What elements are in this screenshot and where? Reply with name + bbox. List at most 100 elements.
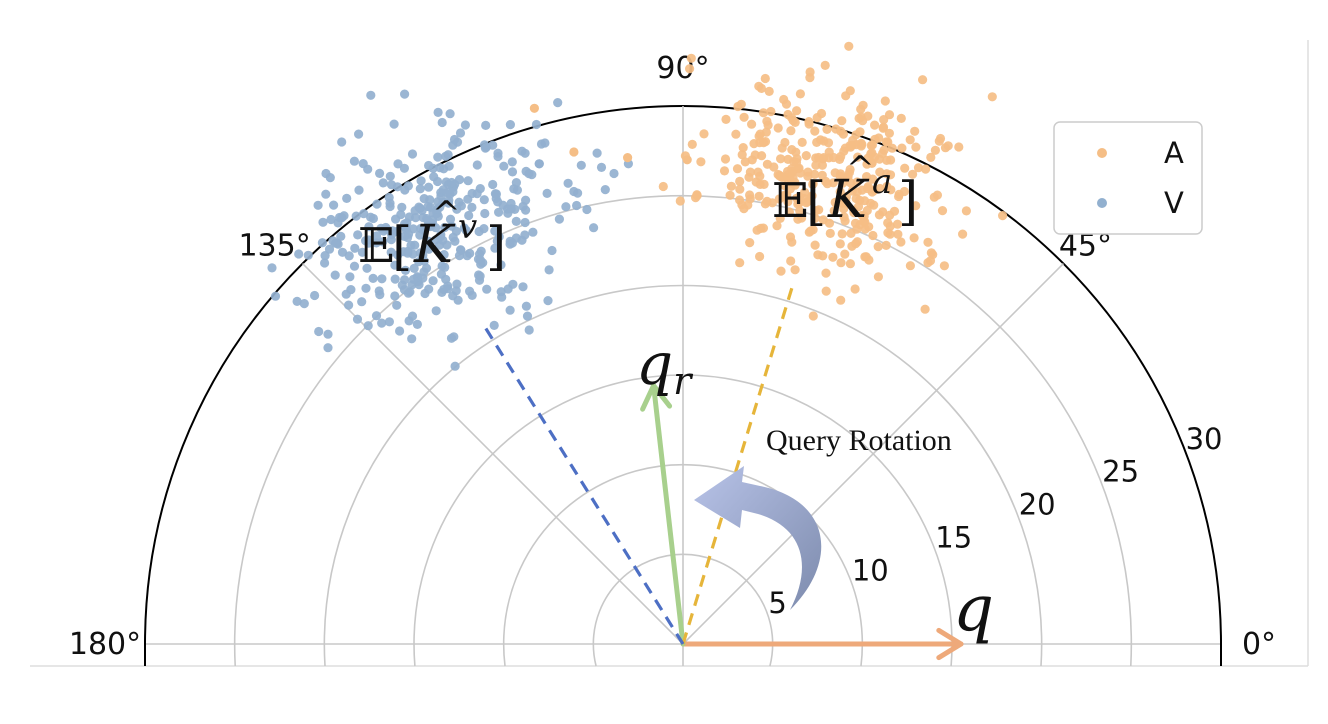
- r-grid-arc-tail-right: [769, 643, 774, 667]
- scatter-point-v: [399, 231, 409, 241]
- scatter-point-a: [675, 196, 685, 206]
- scatter-point-v: [375, 290, 385, 300]
- scatter-point-v: [582, 204, 592, 215]
- scatter-point-a: [772, 221, 782, 231]
- scatter-point-v: [359, 209, 369, 219]
- scatter-point-a: [856, 104, 866, 114]
- scatter-point-v: [412, 319, 422, 329]
- scatter-point-a: [786, 126, 796, 136]
- scatter-point-a: [818, 251, 828, 261]
- scatter-point-v: [433, 152, 443, 162]
- scatter-point-a: [792, 106, 802, 116]
- scatter-point-v: [561, 202, 571, 212]
- scatter-point-a: [821, 286, 831, 296]
- scatter-point-a: [836, 258, 846, 268]
- scatter-point-v: [371, 311, 382, 321]
- legend-marker-v: [1097, 198, 1107, 208]
- kv-hat: ^: [432, 194, 461, 234]
- scatter-point-v: [547, 245, 557, 256]
- scatter-point-v: [448, 291, 458, 301]
- scatter-point-a: [822, 124, 832, 134]
- scatter-point-a: [805, 67, 815, 77]
- scatter-point-v: [421, 263, 432, 273]
- r-grid-arc-tail-left: [592, 643, 597, 667]
- scatter-point-v: [320, 258, 330, 268]
- scatter-point-v: [389, 119, 399, 129]
- qr-label-base: q: [636, 330, 673, 398]
- scatter-point-v: [326, 214, 336, 225]
- scatter-point-a: [894, 189, 904, 199]
- scatter-point-a: [720, 154, 731, 164]
- scatter-point-v: [444, 161, 454, 171]
- scatter-point-v: [368, 213, 378, 224]
- scatter-point-v: [505, 305, 515, 315]
- scatter-point-a: [791, 157, 802, 167]
- scatter-point-v: [399, 163, 409, 173]
- scatter-point-a: [900, 163, 910, 173]
- scatter-point-v: [418, 273, 428, 283]
- scatter-point-v: [377, 274, 387, 284]
- scatter-point-a: [847, 241, 857, 251]
- scatter-point-a: [884, 128, 895, 138]
- scatter-point-v: [506, 204, 516, 214]
- scatter-point-a: [719, 166, 730, 176]
- scatter-point-v: [429, 172, 439, 182]
- vector-qr: [651, 383, 686, 647]
- scatter-point-a: [830, 197, 840, 207]
- scatter-point-v: [397, 202, 407, 212]
- scatter-point-v: [499, 161, 509, 171]
- scatter-point-a: [812, 113, 822, 123]
- scatter-point-a: [747, 119, 757, 129]
- scatter-point-v: [433, 107, 443, 117]
- scatter-point-v: [521, 195, 531, 205]
- scatter-point-v: [563, 178, 573, 188]
- scatter-point-v: [425, 195, 435, 205]
- scatter-point-a: [811, 160, 821, 170]
- scatter-point-v: [463, 176, 473, 186]
- scatter-point-v: [404, 316, 414, 326]
- scatter-point-v: [438, 185, 448, 195]
- scatter-point-v: [344, 251, 354, 261]
- scatter-point-a: [896, 113, 906, 123]
- scatter-point-v: [323, 343, 333, 353]
- scatter-point-v: [368, 273, 378, 283]
- scatter-point-a: [866, 149, 876, 159]
- scatter-point-a: [886, 155, 896, 165]
- scatter-point-v: [390, 260, 400, 270]
- scatter-point-a: [825, 228, 835, 238]
- scatter-point-v: [423, 216, 433, 226]
- scatter-point-v: [509, 184, 519, 194]
- scatter-point-a: [781, 190, 791, 200]
- scatter-point-v: [403, 181, 413, 191]
- scatter-point-a: [776, 154, 786, 164]
- scatter-point-v: [386, 247, 396, 257]
- scatter-point-a: [737, 150, 747, 160]
- scatter-point-v: [465, 286, 475, 296]
- scatter-point-v: [431, 223, 441, 233]
- scatter-point-a: [787, 113, 797, 123]
- scatter-point-v: [432, 208, 442, 219]
- scatter-point-v: [522, 311, 533, 321]
- scatter-point-a: [862, 205, 872, 216]
- scatter-point-a: [803, 171, 813, 181]
- scatter-point-a: [870, 120, 880, 130]
- scatter-point-a: [773, 123, 783, 133]
- r-grid-arc-tail-left: [233, 643, 237, 667]
- scatter-point-a: [844, 41, 854, 51]
- scatter-point-v: [351, 211, 361, 221]
- scatter-point-a: [839, 146, 849, 156]
- scatter-point-a: [856, 112, 866, 122]
- scatter-point-v: [330, 270, 340, 280]
- scatter-point-v: [443, 150, 453, 160]
- ka-hat: ^: [846, 149, 875, 189]
- r-tick-label: 5: [768, 586, 786, 620]
- scatter-point-a: [878, 122, 889, 132]
- scatter-point-v: [454, 197, 464, 207]
- scatter-point-a: [926, 248, 937, 258]
- scatter-point-v: [448, 232, 458, 242]
- scatter-point-v: [410, 240, 420, 250]
- scatter-point-a: [910, 126, 920, 136]
- scatter-point-v: [391, 214, 401, 224]
- scatter-point-a: [738, 143, 748, 153]
